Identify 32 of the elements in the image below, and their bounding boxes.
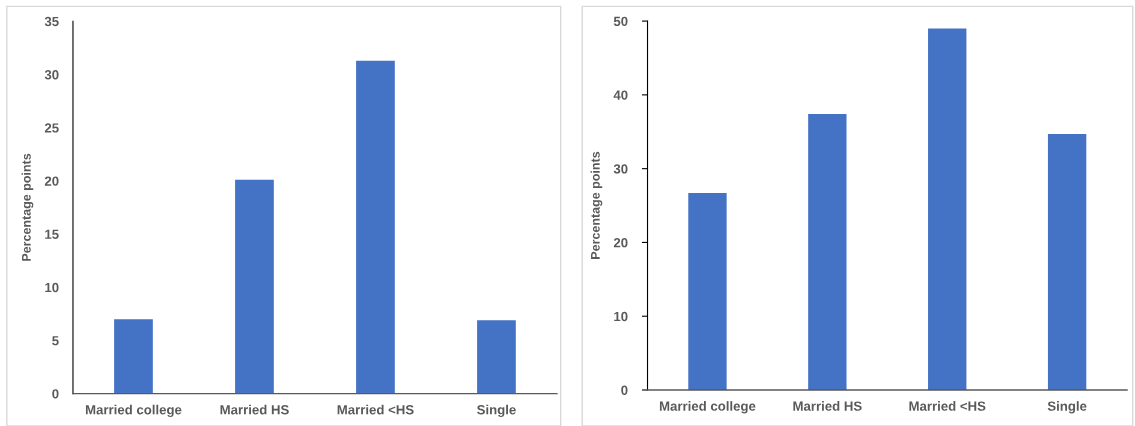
y-tick-label: 50: [613, 16, 628, 26]
x-tick-label: Married college: [659, 401, 756, 414]
y-tick-label: 40: [613, 90, 628, 100]
bar: [688, 193, 727, 390]
x-tick-label: Married <HS: [909, 401, 986, 411]
y-tick-label: 15: [45, 229, 59, 239]
x-tick-label: Married HS: [220, 404, 289, 415]
y-tick-label: 20: [44, 176, 59, 186]
y-tick-label: 20: [613, 238, 628, 248]
bar: [114, 319, 153, 394]
y-tick-label: 30: [44, 70, 59, 80]
x-tick-label: Married <HS: [337, 404, 414, 415]
y-axis-title: Percentage points: [590, 151, 603, 259]
y-axis-title: Percentage points: [21, 153, 34, 261]
y-tick-label: 30: [613, 164, 628, 174]
bar: [356, 60, 395, 394]
y-tick-label: 0: [52, 389, 59, 399]
y-tick-label: 10: [45, 282, 59, 293]
y-tick-label: 35: [44, 16, 59, 27]
bar: [928, 28, 967, 390]
bar: [235, 179, 274, 394]
y-tick-label: 0: [621, 385, 628, 395]
y-tick-label: 25: [44, 123, 59, 133]
bar: [1047, 133, 1087, 390]
x-tick-label: Married college: [85, 404, 182, 418]
x-tick-label: Married HS: [793, 401, 862, 411]
bar: [477, 320, 516, 394]
y-tick-label: 5: [52, 336, 59, 346]
y-tick-label: 10: [614, 311, 628, 322]
bar: [808, 114, 847, 390]
x-tick-label: Single: [477, 404, 516, 418]
x-tick-label: Single: [1047, 401, 1087, 414]
